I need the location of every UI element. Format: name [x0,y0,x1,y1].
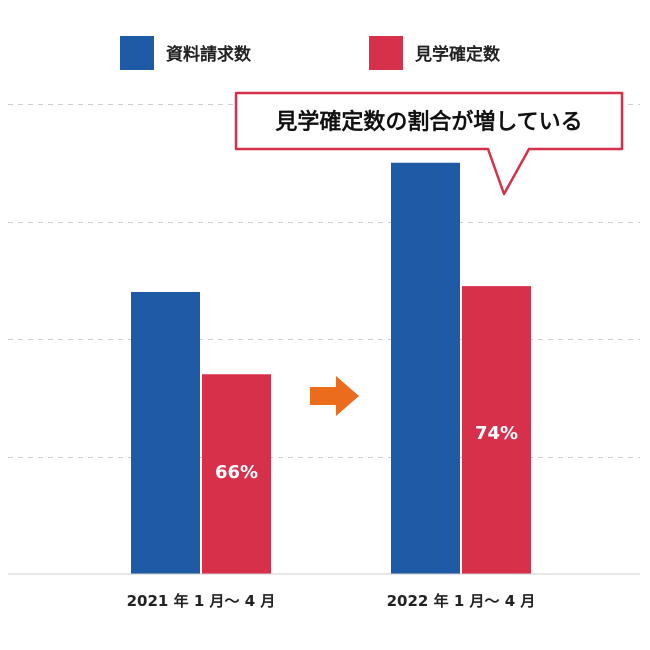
x-axis: 2021 年 1 月～ 4 月 2022 年 1 月～ 4 月 [127,592,536,610]
data-label: 66% [215,462,258,483]
bars [131,162,531,574]
bar-series-2 [202,374,271,574]
legend: 資料請求数 見学確定数 [120,36,501,70]
arrow-right-icon [310,376,359,416]
bar-series-1 [391,162,460,574]
callout-box [234,91,624,196]
legend-swatch-series-1 [120,36,154,70]
legend-label-series-2: 見学確定数 [414,44,501,65]
callout: 見学確定数の割合が増している [234,91,624,196]
data-label: 74% [475,423,518,444]
data-labels: 66% 74% [215,423,518,483]
x-tick-label: 2022 年 1 月～ 4 月 [387,592,536,610]
legend-swatch-series-2 [369,36,403,70]
x-tick-label: 2021 年 1 月～ 4 月 [127,592,276,610]
callout-text: 見学確定数の割合が増している [275,109,582,135]
bar-series-2 [462,286,531,574]
bar-series-1 [131,292,200,574]
legend-label-series-1: 資料請求数 [166,44,252,65]
